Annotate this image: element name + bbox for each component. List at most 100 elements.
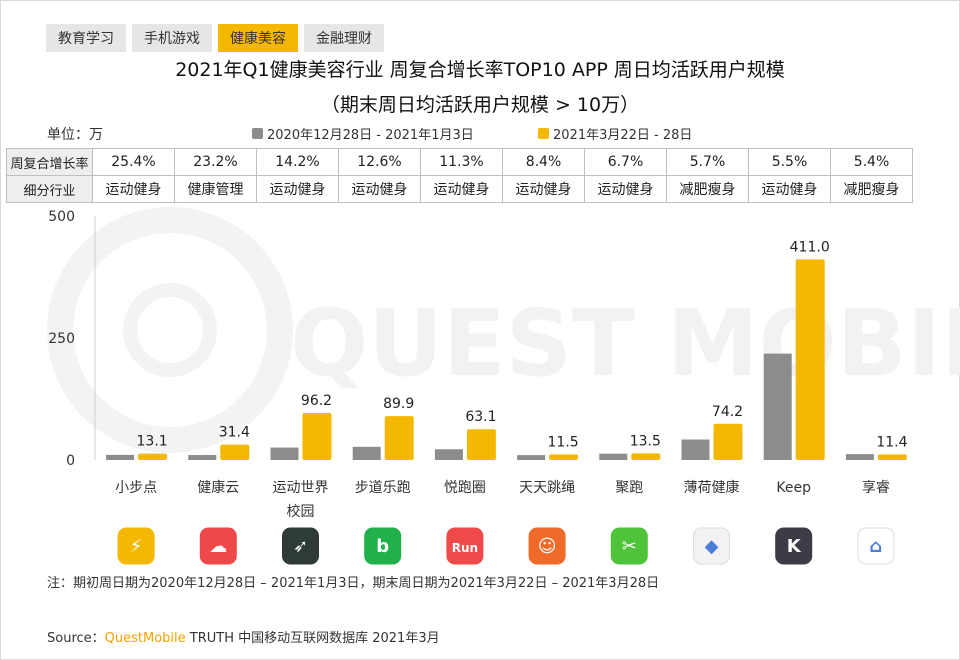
bar-value-label: 11.5 [548,434,579,450]
keep-glyph: K [787,536,802,557]
legend-swatch-yellow [538,128,549,139]
bar-value-label: 11.4 [876,434,907,450]
chart-title: 2021年Q1健康美容行业 周复合增长率TOP10 APP 周日均活跃用户规模 [175,59,785,81]
category-row: 细分行业 运动健身 健康管理 运动健身 运动健身 运动健身 运动健身 运动健身 … [6,175,913,203]
jiankangyun-icon [199,527,237,565]
bar-value-label: 13.1 [137,434,168,450]
bar-start-week [845,454,874,460]
x-category-label: 校园 [287,503,315,520]
watermark-logo-core [123,283,217,377]
category-tabs: 教育学习 手机游戏 健康美容 金融理财 [46,24,384,52]
yuepaoquan-icon [446,527,484,565]
bar-value-label: 89.9 [383,396,414,412]
legend-label-end-week: 2021年3月22日 - 28日 [553,128,693,143]
x-category-label: 步道乐跑 [355,480,411,496]
category-cell: 运动健身 [748,175,831,203]
category-cell: 运动健身 [338,175,421,203]
category-cell: 健康管理 [174,175,257,203]
bar-end-week [795,259,825,460]
x-category-label: 聚跑 [615,480,643,496]
bar-end-week [138,453,168,460]
keep-icon [775,527,813,565]
bar-end-week [302,413,332,460]
x-category-label: 享睿 [862,479,890,496]
budaolepao-icon [364,527,402,565]
legend-item-start-week: 2020年12月28日 - 2021年1月3日 [252,124,474,143]
category-cell: 减肥瘦身 [666,175,749,203]
y-tick-label: 0 [66,453,75,469]
xiangrui-icon [857,527,895,565]
bar-value-label: 63.1 [465,409,496,425]
growth-cell: 5.7% [666,148,749,176]
category-row-header: 细分行业 [6,175,93,203]
chart-subtitle: （期末周日均活跃用户规模 > 10万） [320,94,640,116]
tiantiantiaosheng-icon [528,527,566,565]
tab-health-beauty[interactable]: 健康美容 [218,24,298,52]
source-suffix: TRUTH 中国移动互联网数据库 2021年3月 [185,631,440,646]
y-tick-label: 250 [48,331,75,347]
bar-value-label: 411.0 [790,239,830,255]
category-cell: 运动健身 [92,175,175,203]
bar-end-week [220,444,250,460]
budaolepao-glyph: b [376,536,389,557]
yundongshijie-icon [282,527,319,565]
growth-table: 周复合增长率 25.4% 23.2% 14.2% 12.6% 11.3% 8.4… [6,148,913,203]
x-category-label: 天天跳绳 [519,480,575,496]
x-category-label: 健康云 [197,479,239,496]
legend-swatch-gray [252,128,263,139]
bar-start-week [599,453,628,460]
x-category-label: 薄荷健康 [684,479,740,496]
bar-value-label: 74.2 [712,404,743,420]
bar-value-label: 31.4 [219,425,250,441]
footnote: 注：期初周日期为2020年12月28日 – 2021年1月3日，期末周日期为20… [47,576,660,591]
legend-item-end-week: 2021年3月22日 - 28日 [538,124,692,143]
bar-start-week [188,455,217,460]
bar-end-week [549,454,579,460]
jiankangyun-glyph: ☁ [209,536,227,557]
bar-value-label: 96.2 [301,393,332,409]
bohejiankang-icon [693,527,730,565]
x-category-label: 运动世界 [273,480,329,496]
watermark-logo-ring [47,207,293,453]
yundongshijie-glyph: ➶ [293,536,308,557]
bar-start-week [352,446,381,460]
growth-cell: 12.6% [338,148,421,176]
yuepaoquan-glyph: Run [452,541,478,555]
growth-cell: 11.3% [420,148,503,176]
unit-label: 单位：万 [47,127,103,143]
growth-cell: 5.4% [830,148,913,176]
bar-end-week [631,453,661,460]
jupao-icon [610,527,648,565]
bar-start-week [517,455,546,460]
growth-row-header: 周复合增长率 [6,148,93,176]
bar-start-week [434,449,463,460]
bar-start-week [763,353,792,460]
bar-value-label: 13.5 [630,433,661,449]
bar-end-week [384,416,414,460]
x-category-label: 小步点 [115,480,157,496]
xiaobudian-icon [117,527,155,565]
tiantiantiaosheng-glyph: ☺ [538,536,557,557]
tab-finance[interactable]: 金融理财 [304,24,384,52]
growth-cell: 5.5% [748,148,831,176]
tab-education[interactable]: 教育学习 [46,24,126,52]
bar-start-week [270,447,299,460]
bar-end-week [877,454,907,460]
source-prefix: Source： [47,631,105,646]
legend-label-start-week: 2020年12月28日 - 2021年1月3日 [267,128,474,143]
xiaobudian-glyph: ⚡ [130,536,143,557]
x-category-label: 悦跑圈 [444,480,486,496]
x-category-label: Keep [776,480,811,496]
watermark-text: QUEST MOBILE [290,290,960,397]
bar-end-week [466,429,496,460]
bar-end-week [713,423,743,460]
tab-mobile-games[interactable]: 手机游戏 [132,24,212,52]
category-cell: 减肥瘦身 [830,175,913,203]
bohejiankang-glyph: ◆ [705,536,719,557]
xiangrui-glyph: ⌂ [869,536,882,557]
jupao-glyph: ✂ [622,536,637,557]
bar-start-week [681,439,710,460]
y-tick-label: 500 [48,209,75,225]
source-brand: QuestMobile [104,631,186,646]
source-line: Source：QuestMobile TRUTH 中国移动互联网数据库 2021… [47,627,440,646]
